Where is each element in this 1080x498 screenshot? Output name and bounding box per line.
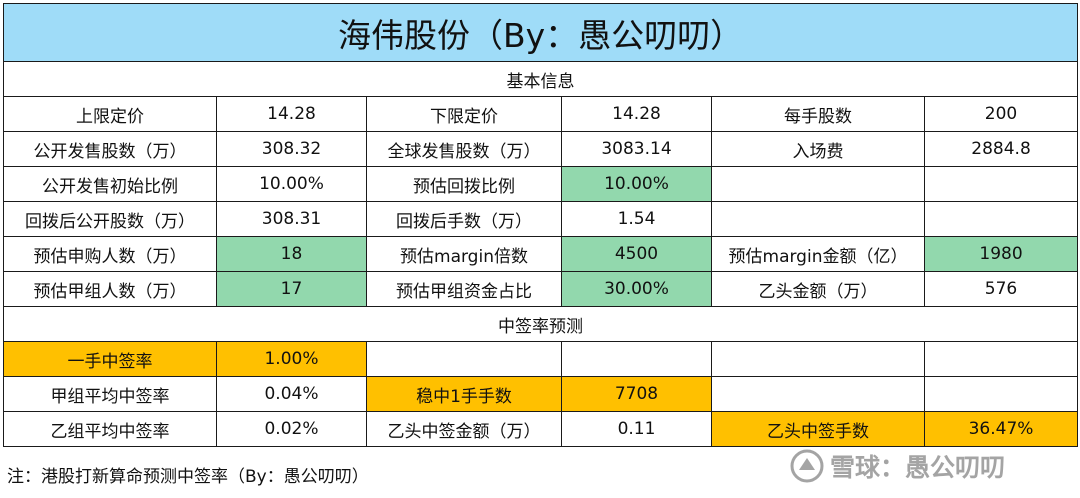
table-cell[interactable]: 入场费 — [711, 131, 925, 167]
table-cell[interactable]: 10.00% — [561, 166, 712, 202]
table-row: 甲组平均中签率 0.04% 稳中1手手数 7708 — [3, 376, 1079, 412]
table-cell[interactable] — [923, 201, 1079, 237]
table-cell[interactable]: 576 — [923, 271, 1079, 307]
table-row: 预估甲组人数（万） 17 预估甲组资金占比 30.00% 乙头金额（万） 576 — [3, 271, 1079, 307]
ipo-table: 海伟股份（By：愚公叨叨） 基本信息 上限定价 14.28 下限定价 14.28… — [2, 3, 1079, 447]
table-cell[interactable]: 1.00% — [216, 341, 367, 377]
table-cell[interactable] — [711, 341, 925, 377]
table-cell[interactable] — [366, 341, 562, 377]
table-cell[interactable] — [561, 341, 712, 377]
table-cell[interactable]: 17 — [216, 271, 367, 307]
table-cell[interactable]: 乙头中签金额（万） — [366, 411, 562, 447]
table-row: 公开发售初始比例 10.00% 预估回拨比例 10.00% — [3, 166, 1079, 202]
watermark-text: 雪球：愚公叨叨 — [830, 453, 1006, 482]
table-cell[interactable] — [711, 376, 925, 412]
table-row: 乙组平均中签率 0.02% 乙头中签金额（万） 0.11 乙头中签手数 36.4… — [3, 411, 1079, 447]
table-cell[interactable]: 每手股数 — [711, 96, 925, 132]
table-cell[interactable]: 公开发售初始比例 — [3, 166, 217, 202]
table-cell[interactable]: 0.04% — [216, 376, 367, 412]
xueqiu-watermark: 雪球：愚公叨叨 — [790, 448, 1005, 484]
table-cell[interactable]: 4500 — [561, 236, 712, 272]
table-cell[interactable]: 预估margin倍数 — [366, 236, 562, 272]
table-cell[interactable]: 18 — [216, 236, 367, 272]
table-cell[interactable]: 14.28 — [216, 96, 367, 132]
table-cell[interactable]: 1980 — [923, 236, 1079, 272]
section-basic-heading[interactable]: 基本信息 — [2, 61, 1079, 97]
table-cell[interactable] — [923, 341, 1079, 377]
table-cell[interactable]: 甲组平均中签率 — [3, 376, 217, 412]
table-cell[interactable]: 36.47% — [923, 411, 1079, 447]
table-cell[interactable]: 公开发售股数（万） — [3, 131, 217, 167]
table-cell[interactable]: 30.00% — [561, 271, 712, 307]
table-cell[interactable]: 1.54 — [561, 201, 712, 237]
section-basic-row: 基本信息 — [2, 61, 1079, 97]
table-cell[interactable]: 200 — [923, 96, 1079, 132]
table-cell[interactable]: 乙头金额（万） — [711, 271, 925, 307]
table-cell[interactable] — [923, 166, 1079, 202]
table-cell[interactable]: 预估margin金额（亿） — [711, 236, 925, 272]
table-row: 回拨后公开股数（万） 308.31 回拨后手数（万） 1.54 — [3, 201, 1079, 237]
table-cell[interactable]: 乙头中签手数 — [711, 411, 925, 447]
table-cell[interactable]: 预估申购人数（万） — [3, 236, 217, 272]
section-predict-heading[interactable]: 中签率预测 — [2, 306, 1079, 342]
table-row: 公开发售股数（万） 308.32 全球发售股数（万） 3083.14 入场费 2… — [3, 131, 1079, 167]
table-row: 预估申购人数（万） 18 预估margin倍数 4500 预估margin金额（… — [3, 236, 1079, 272]
sheet-title[interactable]: 海伟股份（By：愚公叨叨） — [2, 3, 1079, 62]
table-cell[interactable]: 3083.14 — [561, 131, 712, 167]
table-cell[interactable]: 下限定价 — [366, 96, 562, 132]
table-cell[interactable]: 稳中1手手数 — [366, 376, 562, 412]
table-cell[interactable]: 上限定价 — [3, 96, 217, 132]
table-row: 一手中签率 1.00% — [3, 341, 1079, 377]
table-cell[interactable]: 14.28 — [561, 96, 712, 132]
table-cell[interactable]: 一手中签率 — [3, 341, 217, 377]
table-cell[interactable]: 7708 — [561, 376, 712, 412]
table-cell[interactable]: 308.32 — [216, 131, 367, 167]
footnote: 注：港股打新算命预测中签率（By：愚公叨叨） — [7, 467, 369, 487]
table-cell[interactable]: 全球发售股数（万） — [366, 131, 562, 167]
table-cell[interactable]: 回拨后公开股数（万） — [3, 201, 217, 237]
table-cell[interactable]: 308.31 — [216, 201, 367, 237]
table-cell[interactable] — [923, 376, 1079, 412]
table-cell[interactable]: 0.02% — [216, 411, 367, 447]
table-cell[interactable] — [711, 201, 925, 237]
table-cell[interactable]: 回拨后手数（万） — [366, 201, 562, 237]
table-cell[interactable] — [711, 166, 925, 202]
table-cell[interactable]: 0.11 — [561, 411, 712, 447]
table-cell[interactable]: 10.00% — [216, 166, 367, 202]
table-cell[interactable]: 乙组平均中签率 — [3, 411, 217, 447]
snowball-logo-icon — [790, 449, 824, 483]
table-cell[interactable]: 预估甲组人数（万） — [3, 271, 217, 307]
table-cell[interactable]: 预估甲组资金占比 — [366, 271, 562, 307]
table-cell[interactable]: 2884.8 — [923, 131, 1079, 167]
table-cell[interactable]: 预估回拨比例 — [366, 166, 562, 202]
table-row: 上限定价 14.28 下限定价 14.28 每手股数 200 — [3, 96, 1079, 132]
section-predict-row: 中签率预测 — [2, 306, 1079, 342]
title-row: 海伟股份（By：愚公叨叨） — [2, 3, 1079, 62]
